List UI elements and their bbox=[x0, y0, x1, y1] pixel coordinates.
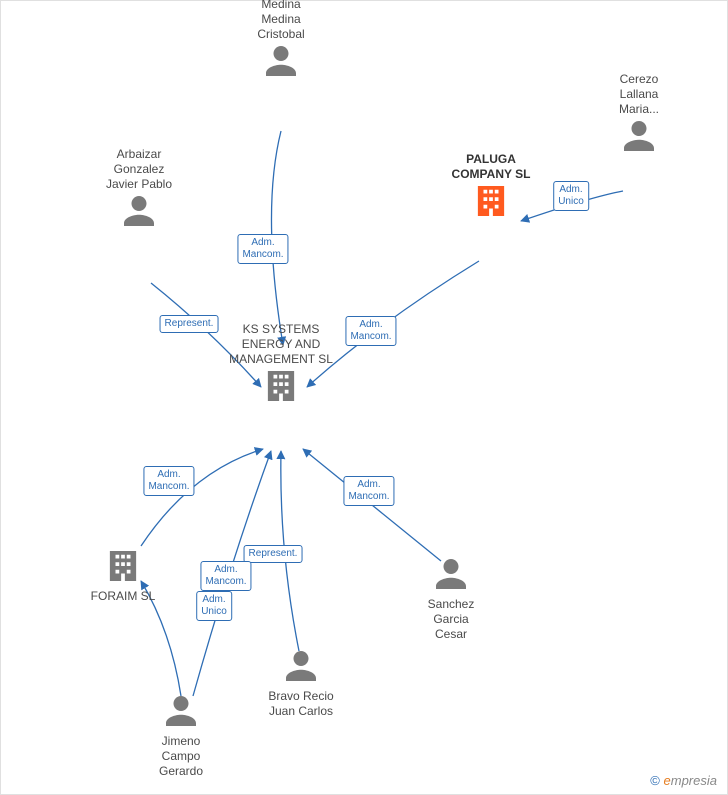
node-label: PALUGA COMPANY SL bbox=[452, 152, 531, 182]
diagram-canvas: Adm. Mancom.Adm. UnicoRepresent.Adm. Man… bbox=[0, 0, 728, 795]
edge-label: Adm. Mancom. bbox=[143, 466, 194, 496]
person-icon bbox=[266, 46, 296, 76]
person-icon bbox=[124, 196, 154, 226]
node-label: Jimeno Campo Gerardo bbox=[159, 734, 203, 779]
edge-label: Adm. Unico bbox=[553, 181, 589, 211]
building-icon bbox=[266, 371, 296, 401]
node-label: KS SYSTEMS ENERGY AND MANAGEMENT SL bbox=[229, 322, 333, 367]
edge-label: Adm. Mancom. bbox=[345, 316, 396, 346]
edge-label: Adm. Unico bbox=[196, 591, 232, 621]
person-icon bbox=[436, 559, 466, 589]
node-medina[interactable]: Medina Medina Cristobal bbox=[257, 0, 304, 80]
node-center[interactable]: KS SYSTEMS ENERGY AND MANAGEMENT SL bbox=[229, 322, 333, 405]
person-icon bbox=[286, 651, 316, 681]
node-sanchez[interactable]: Sanchez Garcia Cesar bbox=[428, 559, 475, 642]
node-label: Bravo Recio Juan Carlos bbox=[268, 689, 333, 719]
footer-credit: © empresia bbox=[650, 773, 717, 788]
brand-rest: mpresia bbox=[671, 773, 717, 788]
edge-label: Represent. bbox=[244, 545, 303, 563]
brand-first-letter: e bbox=[664, 773, 671, 788]
building-icon bbox=[108, 551, 138, 581]
node-jimeno[interactable]: Jimeno Campo Gerardo bbox=[159, 696, 203, 779]
edge-label: Represent. bbox=[160, 315, 219, 333]
node-label: Arbaizar Gonzalez Javier Pablo bbox=[106, 147, 172, 192]
person-icon bbox=[166, 696, 196, 726]
edge-label: Adm. Mancom. bbox=[200, 561, 251, 591]
copyright-symbol: © bbox=[650, 773, 660, 788]
node-cerezo[interactable]: Cerezo Lallana Maria... bbox=[619, 72, 659, 155]
edge bbox=[141, 449, 263, 546]
node-label: Sanchez Garcia Cesar bbox=[428, 597, 475, 642]
node-paluga[interactable]: PALUGA COMPANY SL bbox=[452, 152, 531, 220]
edge-label: Adm. Mancom. bbox=[343, 476, 394, 506]
building-icon bbox=[476, 186, 506, 216]
edge-label: Adm. Mancom. bbox=[237, 234, 288, 264]
node-arbaizar[interactable]: Arbaizar Gonzalez Javier Pablo bbox=[106, 147, 172, 230]
node-foraim[interactable]: FORAIM SL bbox=[91, 551, 156, 604]
node-bravo[interactable]: Bravo Recio Juan Carlos bbox=[268, 651, 333, 719]
node-label: Cerezo Lallana Maria... bbox=[619, 72, 659, 117]
node-label: Medina Medina Cristobal bbox=[257, 0, 304, 42]
person-icon bbox=[624, 121, 654, 151]
node-label: FORAIM SL bbox=[91, 589, 156, 604]
